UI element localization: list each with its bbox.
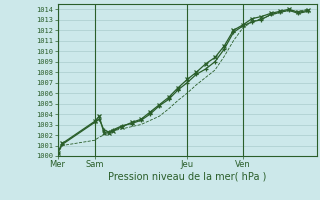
X-axis label: Pression niveau de la mer( hPa ): Pression niveau de la mer( hPa ) xyxy=(108,172,266,182)
